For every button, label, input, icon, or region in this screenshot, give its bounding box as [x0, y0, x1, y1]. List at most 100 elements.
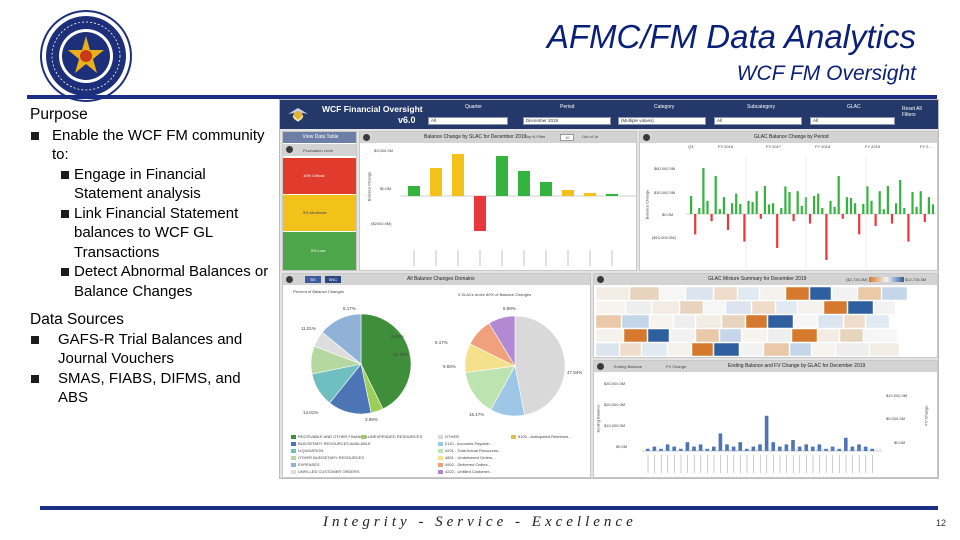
- trend-bar: [763, 186, 766, 214]
- trend-bar: [874, 214, 877, 226]
- trend-period-label: FY 2019: [865, 144, 881, 149]
- heatmap-cell: [629, 286, 660, 301]
- dashboard-title: WCF Financial Oversight: [322, 104, 423, 114]
- heatmap-cell: [767, 314, 794, 329]
- heatmap-cell: [737, 286, 760, 301]
- trend-bar: [907, 214, 910, 242]
- info-icon[interactable]: [363, 134, 370, 141]
- trend-bar: [796, 191, 799, 214]
- trend-bar: [690, 196, 693, 214]
- trend-bar: [837, 176, 840, 214]
- afmc-seal-icon: [40, 10, 132, 102]
- legend-item: BUDGETARY RESOURCES AVAILABLE: [291, 441, 371, 446]
- heatmap-cell: [823, 300, 848, 315]
- ending-balance-bar: [784, 444, 789, 451]
- ending-balance-bar: [850, 446, 855, 451]
- heatmap-cell: [843, 314, 866, 329]
- trend-bar: [845, 197, 848, 214]
- ending-balance-bars: [642, 415, 882, 473]
- left-pie-slice: [360, 313, 412, 410]
- ending-balance-bar: [870, 448, 874, 451]
- heatmap-cell: [793, 314, 818, 329]
- trend-bar: [788, 192, 791, 214]
- trend-bar: [694, 214, 697, 235]
- trend-bar: [915, 206, 918, 214]
- heatmap-cell: [595, 314, 622, 329]
- legend-item: 4201 - Total Actual Resources...: [438, 448, 501, 453]
- tab-fv-change[interactable]: FV Change: [666, 364, 687, 369]
- ending-balance-bar: [672, 446, 676, 451]
- purpose-item: Enable the WCF FM community to:: [30, 126, 270, 165]
- heatmap-cell: [775, 300, 798, 315]
- trend-period-label: FY 2018: [815, 144, 831, 149]
- ending-balance-bar: [758, 444, 762, 451]
- view-data-table-button[interactable]: View Data Table: [283, 132, 356, 143]
- domains-title: All Balance Changes Domains: [407, 276, 475, 282]
- heatmap-cell: [809, 286, 832, 301]
- ending-balance-bar: [844, 437, 848, 451]
- ending-balance-bar: [705, 448, 709, 451]
- filter-subcategory[interactable]: All: [714, 117, 802, 125]
- footer-motto: Integrity - Service - Excellence: [323, 514, 637, 530]
- heatmap-cell: [619, 342, 642, 357]
- ending-balance-bar: [698, 444, 703, 451]
- heatmap-cell: [865, 314, 890, 329]
- tab-bs[interactable]: BS: [305, 276, 321, 283]
- heatmap-max: $12,728.3M: [905, 277, 927, 282]
- left-pie-pct: 3.99%: [365, 417, 378, 421]
- info-icon[interactable]: [286, 146, 293, 153]
- info-icon[interactable]: [597, 276, 604, 283]
- page-subtitle: WCF FM Oversight: [736, 62, 916, 85]
- ending-balance-bar: [764, 415, 769, 451]
- legend-item: 4902 - Delivered Orders...: [438, 462, 491, 467]
- legend-item: LIQUIDATION: [291, 448, 323, 453]
- heatmap-cell: [751, 300, 776, 315]
- ending-balance-bar: [738, 442, 742, 451]
- trend-bar: [817, 193, 820, 214]
- level-low[interactable]: 0% Low: [283, 232, 356, 270]
- trend-bar: [931, 204, 935, 214]
- trend-bar: [735, 193, 738, 214]
- left-pie-pct: 11.01%: [301, 326, 316, 331]
- trend-bar: [772, 203, 775, 214]
- ending-balance-bar: [824, 448, 828, 451]
- trend-bar: [890, 214, 894, 224]
- info-icon[interactable]: [643, 134, 650, 141]
- balance-change-title: Balance Change by SLAC for December 2019: [424, 134, 527, 140]
- filter-period[interactable]: December 2019: [523, 117, 611, 125]
- tab-snc[interactable]: SNC: [325, 276, 341, 283]
- left-text-column: Purpose Enable the WCF FM community to: …: [30, 105, 270, 408]
- heatmap-cell: [647, 328, 670, 343]
- tab-ending-balance[interactable]: Ending Balance: [614, 364, 643, 369]
- level-moderate[interactable]: 5% Moderate: [283, 195, 356, 231]
- trend-y-tick: ($10,000.0M): [652, 235, 676, 240]
- legend-item: 4801 - Undelivered Orders...: [438, 455, 495, 460]
- trend-period-label: FY 2016: [718, 144, 734, 149]
- dashboard-version: v6.0: [398, 115, 416, 125]
- filter-category[interactable]: (Multiple values): [618, 117, 706, 125]
- trend-bar: [858, 214, 861, 235]
- heatmap-cell: [857, 286, 882, 301]
- glac-heatmap: [595, 286, 908, 357]
- heatmap-cell: [649, 314, 674, 329]
- level-critical[interactable]: 10% Critical: [283, 158, 356, 194]
- ending-balance-bar: [817, 444, 822, 451]
- trend-bar: [841, 214, 844, 219]
- info-icon[interactable]: [286, 276, 293, 283]
- filter-quarter[interactable]: All: [428, 117, 508, 125]
- header-rule: [27, 95, 937, 99]
- reset-filters-button[interactable]: Reset All Filters: [902, 106, 922, 118]
- heatmap-cell: [839, 328, 864, 343]
- top-n-input[interactable]: 10: [560, 134, 575, 141]
- ending-balance-title: Ending Balance and FV Change by GLAC for…: [728, 363, 866, 369]
- bottom-y-tick: $10,000.0M: [604, 423, 626, 428]
- trend-bar: [726, 214, 730, 230]
- heatmap-cell: [791, 328, 818, 343]
- balance-bar: [562, 190, 574, 196]
- heatmap-cell: [741, 328, 768, 343]
- balance-bar: [474, 196, 486, 231]
- ending-balance-bar: [731, 446, 736, 451]
- info-icon[interactable]: [597, 363, 604, 370]
- heatmap-cell: [817, 314, 844, 329]
- filter-glac[interactable]: All: [810, 117, 895, 125]
